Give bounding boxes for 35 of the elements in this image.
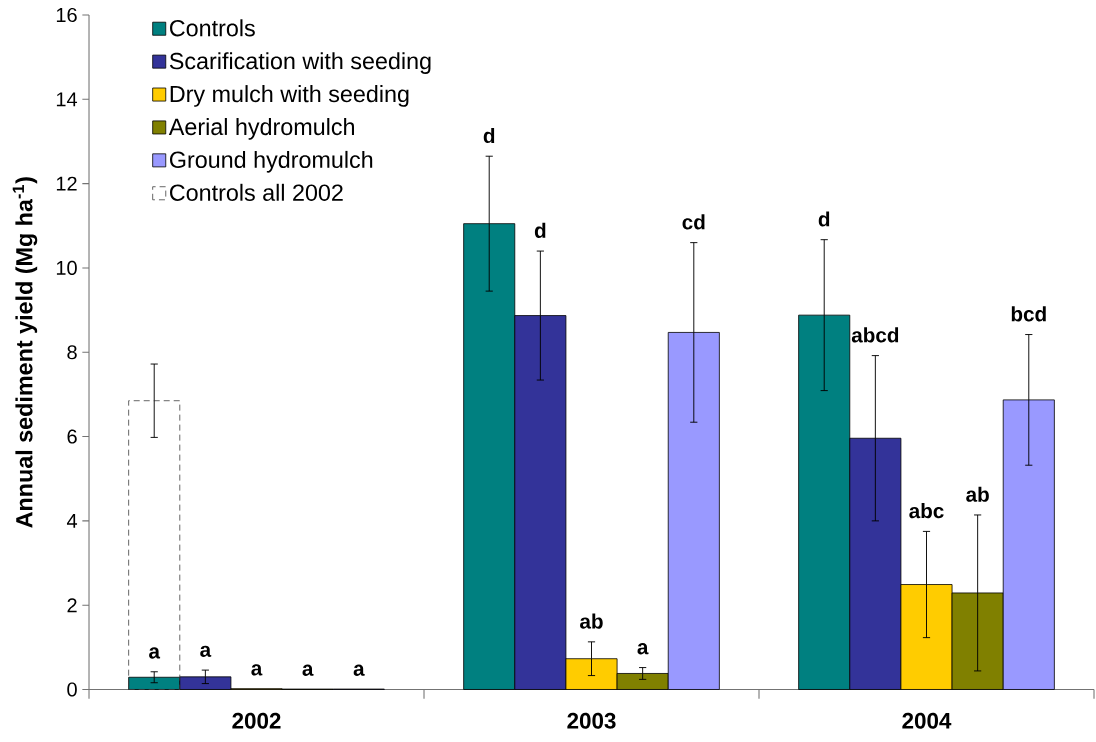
annotation: d [818,211,830,227]
legend-label: Aerial hydromulch [168,117,354,140]
annotation: a [353,664,365,676]
bar [128,400,181,690]
annotation: bcd [1011,306,1046,322]
y-tick-label: 12 [56,176,77,191]
annotation: ab [580,613,603,629]
annotation: d [483,127,495,144]
legend-label: Controls [170,19,255,37]
annotation: abcd [851,327,899,343]
annotation: a [200,645,212,657]
y-tick-label: 16 [56,7,77,23]
y-axis-title: Annual sediment yield (Mg ha$^{-1}$) [12,177,38,528]
annotation: abc [909,503,944,519]
annotation: a [251,664,263,676]
x-tick-label: 2004 [902,712,952,729]
annotation: a [302,664,314,676]
y-tick-label: 4 [66,513,78,528]
annotation: cd [682,214,705,230]
x-tick-label: 2003 [567,712,616,729]
annotation: ab [966,486,989,502]
y-tick-label: 6 [67,429,77,444]
annotation: a [149,647,161,659]
annotation: d [534,222,546,238]
y-tick-label: 14 [56,92,78,107]
legend-label: Ground hydromulch [169,150,373,173]
x-tick-label: 2002 [232,712,281,729]
y-tick-label: 0 [67,682,77,697]
y-tick-label: 2 [67,598,77,613]
y-tick-label: 8 [67,345,77,360]
legend-label: Scarification with seeding [169,52,431,74]
legend-label: Controls all 2002 [170,183,343,201]
y-tick-label: 10 [56,260,77,275]
annotation: a [637,643,649,655]
legend-label: Dry mulch with seeding [170,85,409,107]
